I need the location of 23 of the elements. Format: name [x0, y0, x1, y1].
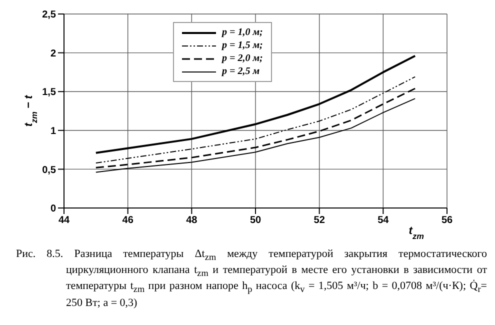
line-series	[95, 98, 416, 173]
legend-label: p = 2,0 м;	[222, 53, 263, 64]
x-tick-label: 48	[186, 215, 198, 226]
y-tick-label: 0,5	[42, 164, 56, 176]
line-series	[95, 76, 416, 164]
x-tick-label: 52	[314, 215, 326, 226]
x-tick-label: 46	[122, 215, 134, 226]
y-tick-label: 1	[50, 126, 56, 137]
line-series	[94, 54, 416, 154]
y-tick-label: 1,5	[42, 87, 56, 98]
legend-label: p = 2,5 м	[222, 66, 260, 77]
x-axis-title: t$_{zm}$	[408, 225, 424, 240]
text: Рис. 8.5. Разница температуры Δt$_{zm}$ между температурой закрытия термостатического циркуляционного клапана t$_{zm}$ и температурой в месте его установки в зависимости от температуры t$_{zm}$ при разном напоре h$_{p}$ насоса (k$_{v}$ = 1,505 м³/ч; b = 0,0708 м³/(ч·К); Q̇$_{r}$= 250 Вт; a = 0,3)	[16, 248, 487, 309]
x-tick-label: 54	[378, 215, 390, 226]
y-tick-label: 2	[50, 48, 56, 60]
x-tick-label: 44	[58, 215, 70, 226]
legend-label: p = 1,0 м;	[222, 27, 263, 38]
x-tick-label: 50	[250, 215, 262, 226]
y-tick-label: 2,5	[42, 10, 56, 21]
x-tick-label: 56	[441, 215, 453, 226]
line-series	[95, 88, 416, 168]
y-tick-label: 0	[50, 204, 56, 215]
legend-label: p = 1,5 м;	[222, 40, 263, 51]
